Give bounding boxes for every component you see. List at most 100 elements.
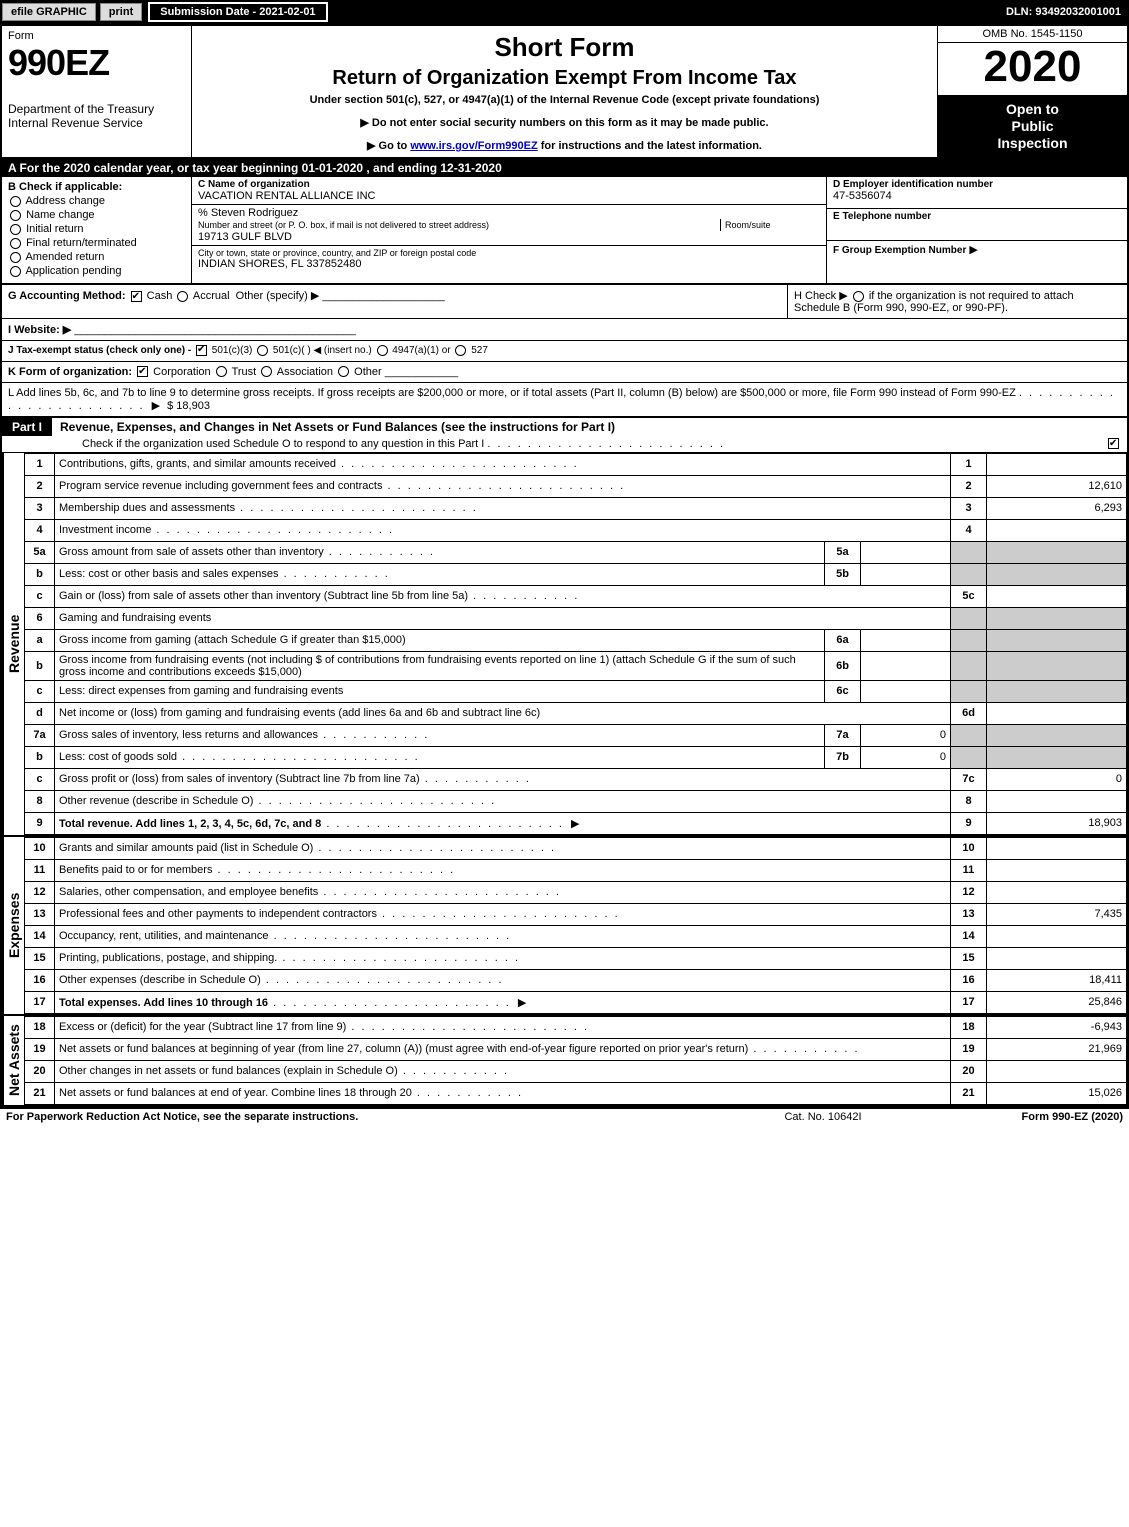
row-g: G Accounting Method: Cash Accrual Other … [2,285,1127,319]
checkbox-icon[interactable] [196,345,207,356]
box-b-opt-0[interactable]: Address change [8,195,185,207]
table-row: 10Grants and similar amounts paid (list … [25,837,1127,859]
table-row: 19Net assets or fund balances at beginni… [25,1038,1127,1060]
note-link-pre: ▶ Go to [367,140,410,152]
row-k: K Form of organization: Corporation Trus… [2,362,1127,383]
table-row: cGross profit or (loss) from sales of in… [25,768,1127,790]
org-name-label: C Name of organization [198,179,820,190]
table-row: 15Printing, publications, postage, and s… [25,947,1127,969]
radio-icon [10,210,21,221]
net-assets-section: Net Assets 18Excess or (deficit) for the… [2,1016,1127,1107]
box-b-opt-2[interactable]: Initial return [8,223,185,235]
table-row: 11Benefits paid to or for members11 [25,859,1127,881]
badge-line-1: Open to [942,101,1123,118]
checkbox-icon[interactable] [1108,438,1119,449]
radio-icon [10,224,21,235]
box-def: D Employer identification number 47-5356… [827,177,1127,283]
radio-icon[interactable] [338,366,349,377]
part-1-title: Revenue, Expenses, and Changes in Net As… [52,418,1127,436]
care-of-cell: % Steven Rodriguez Number and street (or… [192,205,826,246]
checkbox-icon[interactable] [131,291,142,302]
box-b-opt-5[interactable]: Application pending [8,265,185,277]
table-row: 2Program service revenue including gover… [25,475,1127,497]
table-row: 4Investment income4 [25,519,1127,541]
badge-line-2: Public [942,118,1123,135]
radio-icon [10,196,21,207]
form-title: Return of Organization Exempt From Incom… [200,67,929,90]
top-bar: efile GRAPHIC print Submission Date - 20… [0,0,1129,24]
table-row: 7aGross sales of inventory, less returns… [25,724,1127,746]
row-l-amount: $ 18,903 [167,400,210,412]
net-assets-table: 18Excess or (deficit) for the year (Subt… [24,1016,1127,1105]
radio-icon[interactable] [216,366,227,377]
tax-year-row: A For the 2020 calendar year, or tax yea… [2,159,1127,177]
row-l: L Add lines 5b, 6c, and 7b to line 9 to … [2,383,1127,418]
note-ssn: ▶ Do not enter social security numbers o… [200,116,929,129]
row-j: J Tax-exempt status (check only one) - 5… [2,341,1127,361]
expenses-vlabel: Expenses [2,837,24,1014]
radio-icon[interactable] [261,366,272,377]
submission-date-box: Submission Date - 2021-02-01 [148,2,327,22]
irs-link[interactable]: www.irs.gov/Form990EZ [410,140,537,152]
public-inspection-badge: Open to Public Inspection [938,95,1127,157]
row-h: H Check ▶ if the organization is not req… [787,285,1127,318]
row-h-pre: H Check ▶ [794,290,851,302]
footer-mid: Cat. No. 10642I [723,1111,923,1123]
cash-label: Cash [147,290,173,302]
city-cell: City or town, state or province, country… [192,246,826,272]
radio-icon[interactable] [455,345,466,356]
box-b: B Check if applicable: Address change Na… [2,177,192,283]
irs-label: Internal Revenue Service [8,116,185,130]
revenue-section: Revenue 1Contributions, gifts, grants, a… [2,453,1127,837]
radio-icon[interactable] [257,345,268,356]
dln-value: 93492032001001 [1035,6,1121,18]
table-row: aGross income from gaming (attach Schedu… [25,629,1127,651]
row-k-label: K Form of organization: [8,366,132,378]
accrual-label: Accrual [193,290,230,302]
part-1-subnote-text: Check if the organization used Schedule … [82,438,484,450]
table-row: 13Professional fees and other payments t… [25,903,1127,925]
box-b-opt-1[interactable]: Name change [8,209,185,221]
ein-label: D Employer identification number [833,179,1121,190]
tax-year: 2020 [938,43,1127,95]
table-row: 5aGross amount from sale of assets other… [25,541,1127,563]
group-exempt-cell: F Group Exemption Number ▶ [827,241,1127,273]
table-row: 18Excess or (deficit) for the year (Subt… [25,1016,1127,1038]
part-1-subnote: Check if the organization used Schedule … [2,436,1127,453]
box-b-opt-4[interactable]: Amended return [8,251,185,263]
table-row: 6Gaming and fundraising events [25,607,1127,629]
form-subtitle: Under section 501(c), 527, or 4947(a)(1)… [200,94,929,106]
radio-icon[interactable] [377,345,388,356]
efile-graphic-button[interactable]: efile GRAPHIC [2,3,96,21]
footer-right: Form 990-EZ (2020) [923,1111,1123,1123]
form-word: Form [8,30,185,42]
street-value: 19713 GULF BLVD [198,231,820,243]
checkbox-icon[interactable] [137,366,148,377]
print-button[interactable]: print [100,3,142,21]
expenses-table: 10Grants and similar amounts paid (list … [24,837,1127,1014]
header-left: Form 990EZ Department of the Treasury In… [2,26,192,157]
omb-number: OMB No. 1545-1150 [938,26,1127,43]
other-label: Other (specify) ▶ [236,290,320,302]
header-right: OMB No. 1545-1150 2020 Open to Public In… [937,26,1127,157]
radio-icon [10,252,21,263]
box-b-opt-3[interactable]: Final return/terminated [8,237,185,249]
table-row: 17Total expenses. Add lines 10 through 1… [25,991,1127,1013]
accounting-method: G Accounting Method: Cash Accrual Other … [2,285,787,318]
table-row: 14Occupancy, rent, utilities, and mainte… [25,925,1127,947]
group-exempt-arrow: ▶ [969,244,977,256]
group-exempt-label: F Group Exemption Number [833,245,966,256]
room-label: Room/suite [725,220,771,230]
header-mid: Short Form Return of Organization Exempt… [192,26,937,157]
care-of-value: % Steven Rodriguez [198,207,820,219]
row-l-text: L Add lines 5b, 6c, and 7b to line 9 to … [8,387,1016,399]
org-name-cell: C Name of organization VACATION RENTAL A… [192,177,826,205]
arrow-icon [148,400,164,412]
row-i: I Website: ▶ ___________________________… [2,319,1127,341]
form-number: 990EZ [8,42,185,84]
footer: For Paperwork Reduction Act Notice, see … [0,1109,1129,1125]
table-row: cLess: direct expenses from gaming and f… [25,680,1127,702]
radio-icon[interactable] [853,291,864,302]
radio-icon[interactable] [177,291,188,302]
net-assets-vlabel: Net Assets [2,1016,24,1105]
